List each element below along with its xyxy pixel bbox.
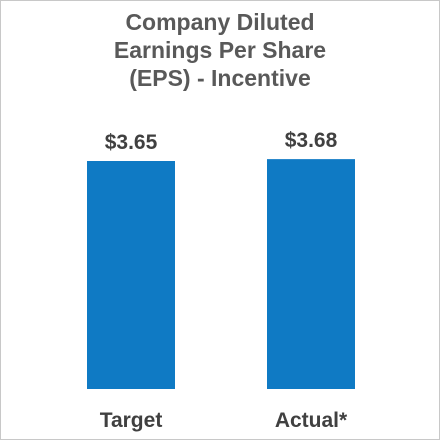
category-label-1: Actual* (275, 409, 348, 432)
chart-title-line-3: (EPS) - Incentive (129, 65, 311, 91)
bar-target (87, 161, 175, 389)
data-label-0: $3.65 (105, 131, 158, 154)
chart-title-line-2: Earnings Per Share (113, 37, 327, 63)
bar-actual (267, 159, 355, 389)
data-label-1: $3.68 (285, 129, 338, 152)
chart-title-line-1: Company Diluted (125, 9, 315, 35)
chart-title: Company Diluted Earnings Per Share (EPS)… (0, 8, 440, 92)
category-label-0: Target (100, 409, 163, 432)
